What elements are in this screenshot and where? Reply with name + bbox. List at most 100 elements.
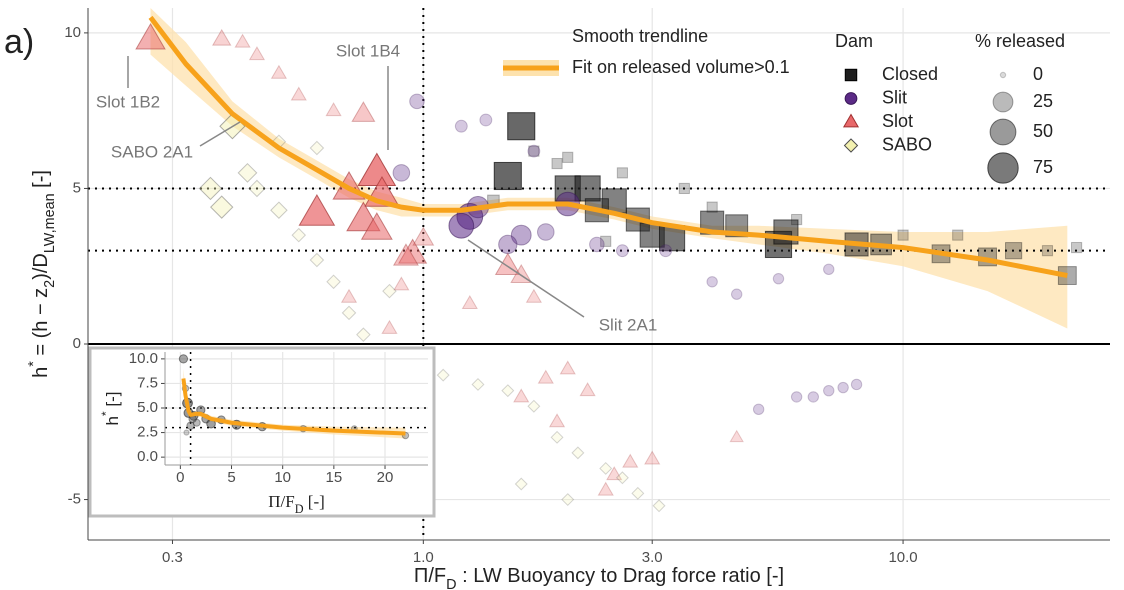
triangle-marker xyxy=(325,102,342,117)
triangle-marker xyxy=(340,288,358,303)
diamond-marker xyxy=(309,252,325,268)
y-tick-label: -5 xyxy=(68,491,81,508)
square-marker xyxy=(551,157,563,170)
circle-marker xyxy=(730,288,743,300)
circle-marker xyxy=(409,93,425,110)
triangle-marker xyxy=(537,369,554,384)
y-tick-label: 10 xyxy=(64,24,81,41)
square-marker xyxy=(658,225,686,252)
diamond-marker xyxy=(527,399,541,413)
size-legend-label: 0 xyxy=(1033,64,1043,84)
y-axis-title-part: * xyxy=(26,361,42,367)
circle-marker xyxy=(454,119,468,133)
triangle-marker xyxy=(360,212,393,240)
x-axis-title-part: D xyxy=(295,502,304,516)
triangle-marker xyxy=(248,46,266,61)
circle-marker xyxy=(807,391,820,403)
diamond-marker xyxy=(501,384,515,398)
diamond-marker xyxy=(382,283,397,299)
circle-marker xyxy=(837,381,849,394)
diamond-marker xyxy=(341,305,357,321)
triangle-marker xyxy=(392,243,419,266)
diamond-marker xyxy=(436,368,450,382)
triangle-marker xyxy=(211,28,232,46)
diamond-marker xyxy=(550,430,564,444)
x-axis-title-part: Π/F xyxy=(268,492,294,511)
legend-label: SABO xyxy=(882,134,932,154)
circle-marker xyxy=(844,92,858,105)
triangle-marker xyxy=(393,276,410,291)
y-axis-title-part: = (h − z xyxy=(30,288,52,361)
circle-marker xyxy=(752,403,765,416)
circle-marker xyxy=(589,236,605,253)
triangle-marker xyxy=(644,450,661,465)
annotation-pointer xyxy=(467,239,585,318)
square-marker xyxy=(1071,241,1083,254)
confidence-band xyxy=(150,8,1068,329)
triangle-marker xyxy=(351,101,376,122)
size-legend-marker xyxy=(999,71,1007,79)
legend-title: Dam xyxy=(835,31,873,51)
square-marker xyxy=(600,235,612,247)
square-marker xyxy=(952,229,964,241)
x-tick-label: 0 xyxy=(176,469,184,486)
annotation: Slit 2A1 xyxy=(599,315,658,334)
diamond-marker xyxy=(631,486,645,500)
inset-plot: 0 5 10 15 200.02.55.07.510.0Π/FD [-]h* [-] xyxy=(99,350,428,516)
circle-marker xyxy=(498,234,518,255)
y-tick-label: 2.5 xyxy=(137,424,158,441)
circle-marker xyxy=(706,276,718,288)
y-axis-title-part: LW,mean xyxy=(42,193,58,253)
circle-marker xyxy=(392,164,411,182)
triangle-marker xyxy=(513,388,530,403)
x-tick-label: 10 xyxy=(274,469,291,486)
square-marker xyxy=(574,175,601,202)
y-tick-label: 0 xyxy=(73,335,81,352)
square-marker xyxy=(616,167,628,179)
circle-marker xyxy=(659,244,673,258)
circle-marker xyxy=(479,113,493,127)
triangle-marker xyxy=(290,86,307,101)
triangle-marker xyxy=(234,33,251,48)
panel-label: a) xyxy=(4,23,34,61)
square-marker xyxy=(791,213,803,226)
triangle-marker xyxy=(381,319,398,334)
x-axis-title-part: D xyxy=(446,577,456,590)
diamond-marker xyxy=(198,176,223,201)
x-tick-label: 1.0 xyxy=(413,549,434,566)
y-axis-title-part: [-] xyxy=(30,170,52,193)
trend-line xyxy=(181,378,406,436)
diamond-marker xyxy=(471,377,485,391)
x-axis-title: Π/FD : LW Buoyancy to Drag force ratio [… xyxy=(414,565,784,590)
y-axis-title-part: * xyxy=(99,411,113,416)
legend-label: Slot xyxy=(882,111,913,131)
square-marker xyxy=(507,112,536,141)
legend-label: Slit xyxy=(882,87,907,107)
square-marker xyxy=(1041,245,1054,257)
diamond-marker xyxy=(356,327,371,342)
square-marker xyxy=(562,151,574,163)
y-tick-label: 10.0 xyxy=(129,350,158,367)
trend-legend-label: Fit on released volume>0.1 xyxy=(572,57,790,77)
y-tick-label: 0.0 xyxy=(137,448,158,465)
annotation-pointer xyxy=(199,121,241,147)
circle-marker xyxy=(527,144,541,158)
circle-marker xyxy=(537,223,555,241)
size-legend-marker xyxy=(989,118,1017,146)
diamond-marker xyxy=(309,140,325,156)
x-tick-label: 10.0 xyxy=(888,549,917,566)
diamond-marker xyxy=(248,179,266,198)
diamond-marker xyxy=(652,499,666,513)
trend-line xyxy=(148,15,1068,279)
triangle-marker xyxy=(559,360,576,375)
triangle-marker xyxy=(579,382,596,397)
circle-marker xyxy=(192,418,201,427)
x-tick-label: 20 xyxy=(377,469,394,486)
diamond-marker xyxy=(270,201,288,219)
y-tick-label: 7.5 xyxy=(137,374,158,391)
x-tick-label: 3.0 xyxy=(642,549,663,566)
square-marker xyxy=(528,145,540,157)
x-tick-label: 0.3 xyxy=(162,549,183,566)
diamond-marker xyxy=(291,227,307,243)
